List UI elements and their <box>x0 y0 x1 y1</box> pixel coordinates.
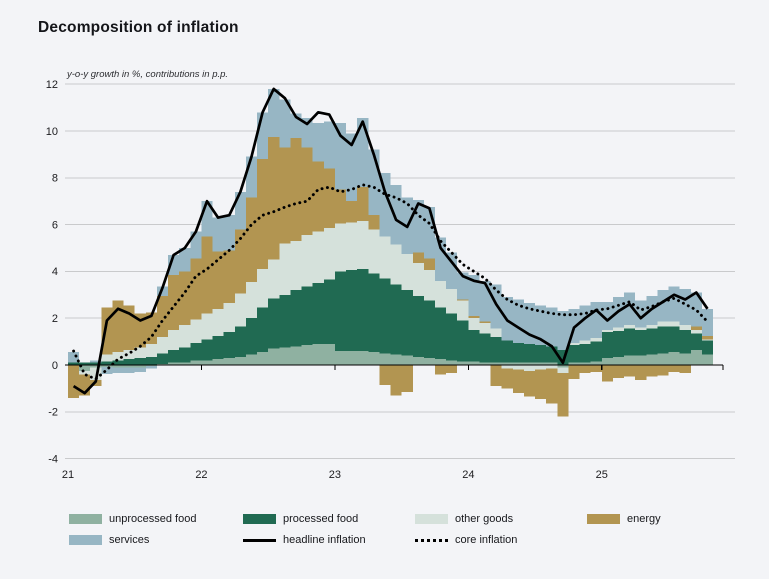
x-axis-labels: 21 22 23 24 25 <box>62 469 608 481</box>
headline-inflation-line <box>72 87 709 395</box>
legend-item-energy: energy <box>587 513 661 525</box>
series-processed-food <box>68 269 714 365</box>
svg-text:8: 8 <box>52 173 58 185</box>
legend-swatch-icon <box>587 514 620 524</box>
series-energy <box>68 136 714 417</box>
series-unprocessed-food <box>79 343 714 371</box>
legend-swatch-icon <box>415 514 448 524</box>
legend-item-services: services <box>69 534 149 546</box>
legend-item-other-goods: other goods <box>415 513 513 525</box>
legend-item-core-inflation: core inflation <box>415 534 517 546</box>
legend-label: other goods <box>455 513 514 525</box>
svg-text:-4: -4 <box>48 453 58 465</box>
y-axis-labels: -4 -2 0 2 4 6 8 10 12 <box>46 79 58 465</box>
svg-text:23: 23 <box>329 469 341 481</box>
svg-text:4: 4 <box>52 266 58 278</box>
core-inflation-line <box>72 183 709 381</box>
chart-subtitle: y-o-y growth in %, contributions in p.p. <box>66 69 228 80</box>
legend-label: services <box>109 534 150 546</box>
svg-text:6: 6 <box>52 219 58 231</box>
svg-text:10: 10 <box>46 126 58 138</box>
legend-item-headline-inflation: headline inflation <box>243 534 366 546</box>
svg-text:0: 0 <box>52 360 58 372</box>
svg-text:-2: -2 <box>48 407 58 419</box>
legend-label: unprocessed food <box>109 513 197 525</box>
svg-text:24: 24 <box>462 469 474 481</box>
chart-title: Decomposition of inflation <box>38 19 239 36</box>
svg-text:2: 2 <box>52 313 58 325</box>
legend-swatch-icon <box>243 514 276 524</box>
svg-text:21: 21 <box>62 469 74 481</box>
x-axis <box>65 364 724 370</box>
legend-swatch-icon <box>69 535 102 545</box>
inflation-decomposition-chart: y-o-y growth in %, contributions in p.p.… <box>46 69 735 481</box>
legend-solid-line-icon <box>243 538 276 542</box>
legend-label: headline inflation <box>283 534 366 546</box>
svg-text:12: 12 <box>46 79 58 91</box>
svg-text:22: 22 <box>195 469 207 481</box>
legend-item-unprocessed-food: unprocessed food <box>69 513 196 525</box>
legend-label: energy <box>627 513 661 525</box>
legend-swatch-icon <box>69 514 102 524</box>
legend-label: core inflation <box>455 534 518 546</box>
series-other-goods <box>79 221 714 381</box>
legend-label: processed food <box>283 513 359 525</box>
svg-text:25: 25 <box>596 469 608 481</box>
legend-dotted-line-icon <box>415 538 448 542</box>
legend-item-processed-food: processed food <box>243 513 358 525</box>
